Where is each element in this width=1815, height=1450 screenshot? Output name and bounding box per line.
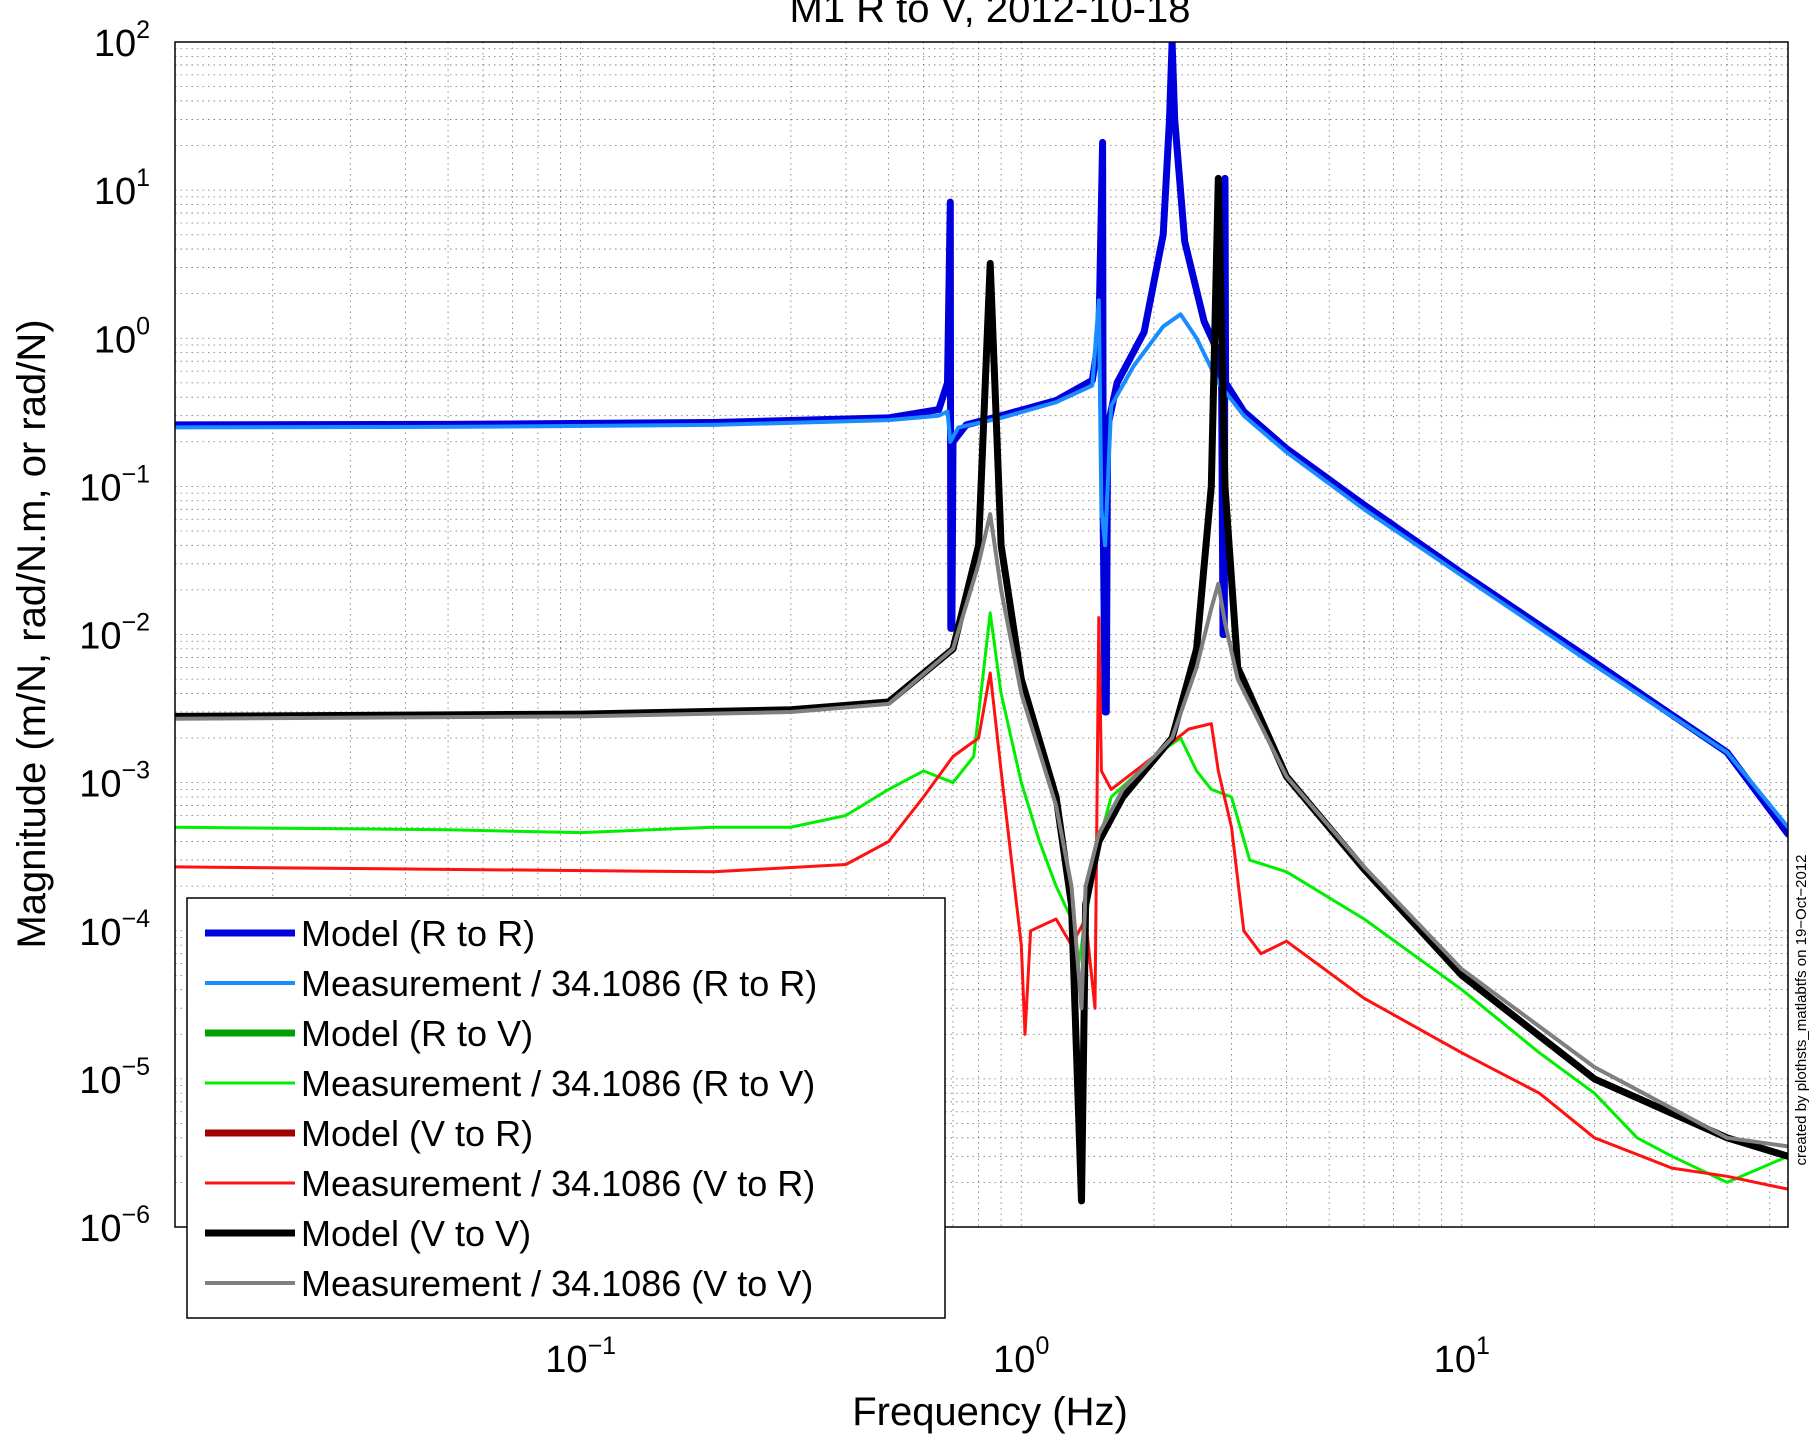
credit-text: created by plothsts_matlabtfs on 19−Oct−… [1793,854,1810,1165]
x-axis-label: Frequency (Hz) [852,1390,1128,1434]
legend-label: Model (R to V) [301,1013,533,1054]
y-tick-label: 10−6 [79,1201,150,1250]
legend: Model (R to R) Measurement / 34.1086 (R t… [186,897,946,1319]
y-tick-label: 10−5 [79,1053,150,1102]
legend-label: Measurement / 34.1086 (R to R) [301,963,817,1004]
y-tick-label: 10−4 [79,905,150,954]
series-line-8 [175,512,1788,1149]
y-tick-label: 101 [94,164,150,213]
legend-box [186,897,946,1319]
series-line-1 [175,42,1788,838]
x-tick-labels: 10−1 100 101 [545,1332,1490,1381]
y-tick-label: 10−2 [79,609,150,658]
legend-label: Measurement / 34.1086 (R to V) [301,1063,815,1104]
series-line-6 [175,616,1788,1191]
x-tick-label: 100 [993,1332,1049,1381]
chart-title: M1 R to V, 2012-10-18 [790,0,1191,31]
series-line-2 [175,298,1788,830]
y-axis-label: Magnitude (m/N, rad/N.m, or rad/N) [10,319,54,948]
series-lines [175,42,1788,1205]
legend-label: Model (R to R) [301,913,535,954]
y-tick-labels: 10−6 10−5 10−4 10−3 10−2 10−1 100 101 102 [79,16,150,1250]
x-tick-label: 101 [1434,1332,1490,1381]
plot-frame [174,41,1789,1228]
legend-label: Model (V to V) [301,1213,531,1254]
legend-label: Measurement / 34.1086 (V to V) [301,1263,813,1304]
legend-label: Model (V to R) [301,1113,533,1154]
y-tick-label: 10−1 [79,460,150,509]
x-tick-label: 10−1 [545,1332,616,1381]
y-tick-label: 100 [94,312,150,361]
legend-label: Measurement / 34.1086 (V to R) [301,1163,815,1204]
y-tick-label: 102 [94,16,150,65]
y-tick-label: 10−3 [79,757,150,806]
